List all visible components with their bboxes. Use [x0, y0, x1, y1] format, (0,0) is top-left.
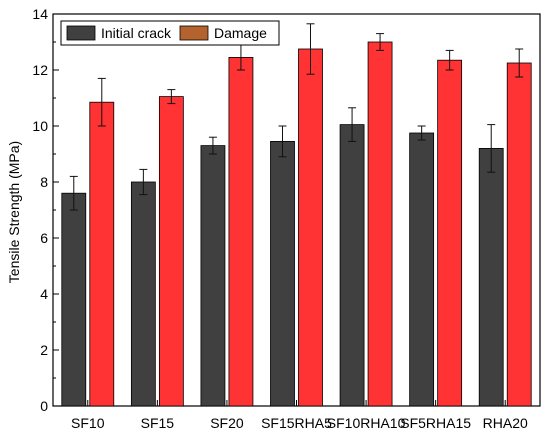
bar-initial-crack	[478, 147, 504, 407]
legend-label-initial-crack: Initial crack	[101, 25, 172, 41]
bar-initial-crack	[130, 181, 156, 407]
y-tick-label: 14	[32, 6, 48, 22]
legend-box	[60, 20, 280, 46]
plot-frame	[52, 13, 541, 407]
y-tick-label: 0	[40, 398, 48, 414]
bar-initial-crack	[200, 145, 226, 407]
y-axis-label: Tensile Strength (MPa)	[6, 141, 22, 283]
bars-layer	[61, 41, 532, 407]
bar-damage	[437, 59, 463, 407]
x-tick-label: SF15RHA5	[261, 415, 332, 431]
x-tick-label: RHA20	[483, 415, 528, 431]
y-tick-label: 12	[32, 62, 48, 78]
bar-damage	[298, 48, 323, 407]
x-tick-label: SF20	[210, 415, 244, 431]
x-tick-label: SF15	[141, 415, 175, 431]
bar-damage	[228, 57, 254, 407]
plot-border	[52, 13, 541, 407]
legend-swatch-initial-crack	[66, 25, 96, 41]
y-axis: 0 2 4 6 8 10 12 14	[32, 6, 59, 414]
bar-initial-crack	[339, 124, 365, 407]
y-tick-label: 4	[40, 286, 48, 302]
y-tick-label: 10	[32, 118, 48, 134]
error-bars-layer	[69, 23, 524, 211]
bar-damage	[367, 41, 393, 407]
bar-damage	[506, 62, 532, 407]
bar-initial-crack	[61, 192, 87, 407]
bar-initial-crack	[409, 132, 435, 407]
y-tick-label: 2	[40, 342, 48, 358]
legend-swatch-damage	[179, 25, 209, 41]
legend-label-damage: Damage	[214, 25, 267, 41]
y-tick-label: 6	[40, 230, 48, 246]
bar-damage	[89, 101, 115, 407]
x-tick-label: SF10	[71, 415, 105, 431]
bar-initial-crack	[270, 140, 295, 407]
legend: Initial crack Damage	[60, 20, 280, 46]
x-tick-label: SF5RHA15	[400, 415, 471, 431]
bar-damage	[158, 96, 184, 407]
x-tick-label: SF10RHA10	[327, 415, 406, 431]
y-tick-label: 8	[40, 174, 48, 190]
